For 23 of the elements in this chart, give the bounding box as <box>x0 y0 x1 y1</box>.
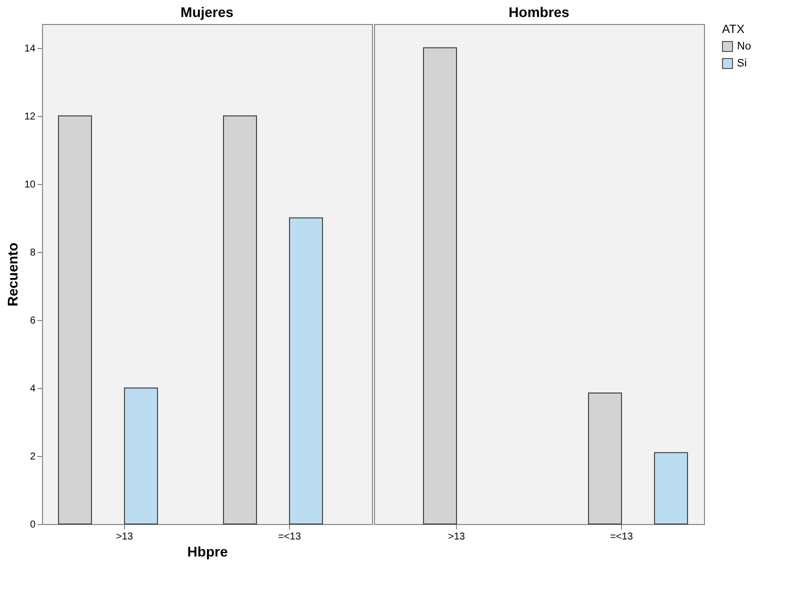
legend-label: Si <box>737 58 747 70</box>
x-tick-label: >13 <box>448 532 466 542</box>
x-tick-label: =<13 <box>610 532 634 542</box>
y-tick-label: 10 <box>24 179 36 190</box>
x-tick-label: =<13 <box>278 532 302 542</box>
legend-label: No <box>737 40 752 52</box>
y-tick-label: 12 <box>24 111 36 122</box>
y-tick-label: 14 <box>24 43 36 54</box>
x-tick-label: >13 <box>116 532 134 542</box>
bar <box>58 115 92 524</box>
legend-title: ATX <box>722 22 744 36</box>
bar <box>289 217 323 524</box>
y-tick-label: 8 <box>30 247 36 258</box>
bar <box>124 387 158 524</box>
chart-title: Mujeres <box>180 4 234 20</box>
y-tick-label: 2 <box>30 451 36 462</box>
y-tick-label: 0 <box>30 520 36 530</box>
x-axis-title: Hbpre <box>187 544 228 560</box>
y-tick-label: 4 <box>30 383 36 394</box>
y-tick-label: 6 <box>30 315 36 326</box>
y-axis-title: Recuento <box>4 242 20 306</box>
bar <box>223 115 257 524</box>
chart-title: Hombres <box>508 4 570 20</box>
